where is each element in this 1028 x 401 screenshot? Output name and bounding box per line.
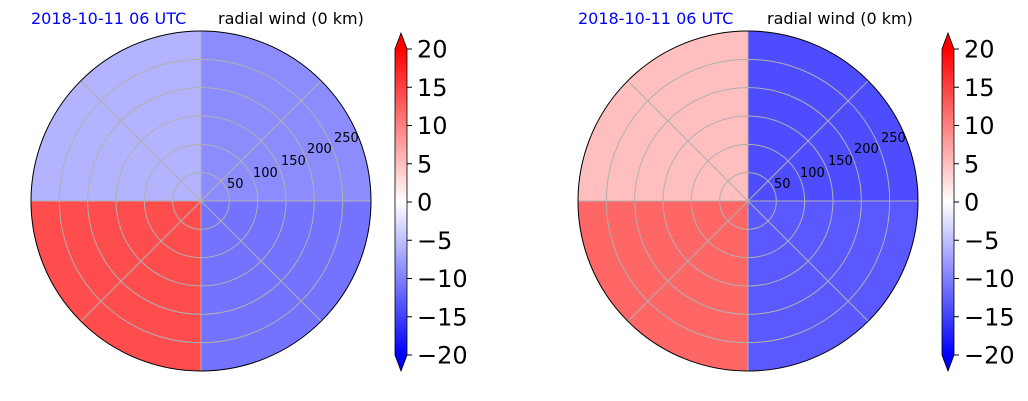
panel-1-radial-tick-labels: 50 100 150 200 250	[227, 131, 359, 192]
colorbar-tick-label: 10	[417, 112, 448, 140]
panel-2-colorbar: 20 15 10 5 0 −5 −10 −15 −20	[941, 31, 1015, 373]
colorbar-tick-label: −20	[964, 342, 1015, 370]
panel-1-radial-label-100: 100	[253, 166, 278, 181]
colorbar-tick-label: 5	[964, 150, 979, 178]
colorbar-tick-label: −5	[964, 227, 999, 255]
panel-1-colorbar-max-extend	[395, 33, 407, 49]
panel-2-radial-label-100: 100	[800, 166, 825, 181]
panel-2-colorbar-max-extend	[942, 33, 954, 49]
colorbar-tick-label: 0	[417, 189, 432, 217]
panel-1-radial-label-200: 200	[307, 142, 332, 157]
grid-spoke	[747, 80, 869, 202]
panel-1-colorbar-gradient	[395, 49, 407, 355]
panel-2-colorbar-gradient	[942, 49, 954, 355]
panel-2-colorbar-ticks: 20 15 10 5 0 −5 −10 −15 −20	[954, 36, 1015, 370]
grid-spoke	[200, 200, 322, 322]
grid-spoke	[627, 200, 749, 322]
colorbar-tick-label: −15	[964, 303, 1015, 331]
grid-spoke	[200, 80, 322, 202]
panel-1-polar-grid	[31, 31, 371, 371]
panel-1-radial-label-250: 250	[334, 131, 359, 146]
polar-panel-1: 2018-10-11 06 UTC radial wind (0 km) 50 …	[30, 9, 468, 373]
panel-2-polar-grid	[578, 31, 918, 371]
colorbar-tick-label: 15	[964, 74, 995, 102]
colorbar-tick-label: 20	[417, 36, 448, 64]
panel-1-radial-label-50: 50	[227, 177, 244, 192]
panel-1-colorbar-min-extend	[395, 355, 407, 371]
panel-1-colorbar-ticks: 20 15 10 5 0 −5 −10 −15 −20	[407, 36, 468, 370]
panel-2-radial-label-50: 50	[774, 177, 791, 192]
colorbar-tick-label: −15	[417, 303, 468, 331]
colorbar-tick-label: 5	[417, 150, 432, 178]
panel-2-radial-label-250: 250	[881, 131, 906, 146]
panel-1-radial-label-150: 150	[281, 154, 306, 169]
panel-1-date-title: 2018-10-11 06 UTC	[31, 9, 186, 28]
panel-2-polar-frame	[577, 30, 919, 372]
panel-1-colorbar: 20 15 10 5 0 −5 −10 −15 −20	[394, 31, 468, 373]
polar-panel-2: 2018-10-11 06 UTC radial wind (0 km) 50 …	[577, 9, 1015, 373]
panel-2-field-title: radial wind (0 km)	[767, 9, 913, 28]
colorbar-tick-label: −20	[417, 342, 468, 370]
colorbar-tick-label: −10	[964, 265, 1015, 293]
colorbar-tick-label: 0	[964, 189, 979, 217]
colorbar-tick-label: −5	[417, 227, 452, 255]
grid-spoke	[80, 80, 202, 202]
colorbar-tick-label: 10	[964, 112, 995, 140]
panel-2-date-title: 2018-10-11 06 UTC	[578, 9, 733, 28]
grid-spoke	[627, 80, 749, 202]
panel-2-radial-label-200: 200	[854, 142, 879, 157]
colorbar-tick-label: 20	[964, 36, 995, 64]
panel-2-colorbar-min-extend	[942, 355, 954, 371]
panel-1-polar-frame	[30, 30, 372, 372]
panel-2-radial-tick-labels: 50 100 150 200 250	[774, 131, 906, 192]
grid-spoke	[747, 200, 869, 322]
panel-2-radial-label-150: 150	[828, 154, 853, 169]
colorbar-tick-label: −10	[417, 265, 468, 293]
colorbar-tick-label: 15	[417, 74, 448, 102]
grid-spoke	[80, 200, 202, 322]
panel-1-field-title: radial wind (0 km)	[218, 9, 364, 28]
